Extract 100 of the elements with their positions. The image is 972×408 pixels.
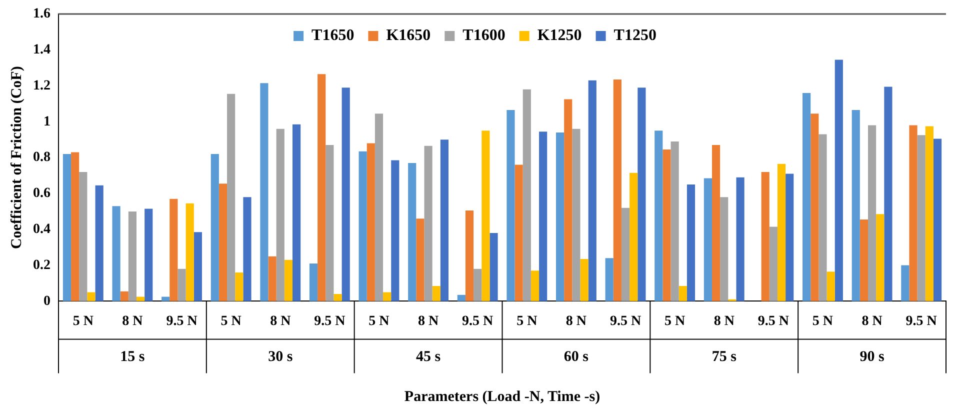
legend-label: T1650 <box>312 27 354 44</box>
bar <box>144 208 153 302</box>
legend-label: K1650 <box>386 27 431 44</box>
bar <box>686 184 696 302</box>
bar <box>802 92 811 302</box>
bar <box>474 268 482 302</box>
bar <box>260 83 268 302</box>
bar <box>662 150 671 302</box>
bar <box>95 185 104 302</box>
legend-label: T1600 <box>462 27 506 44</box>
bar <box>334 294 342 302</box>
bar <box>712 145 720 302</box>
bar <box>876 214 884 302</box>
bar <box>268 256 276 302</box>
bar <box>909 125 918 302</box>
bar <box>777 164 786 302</box>
bar <box>194 232 202 302</box>
bar <box>62 154 72 302</box>
x-tick-label: 8 N <box>270 314 291 330</box>
y-tick-label: 0.4 <box>33 222 50 238</box>
bar <box>457 294 466 302</box>
x-tick-label: 9.5 N <box>758 314 789 330</box>
bar <box>868 125 876 302</box>
bar <box>605 258 614 302</box>
bar <box>670 141 679 302</box>
bar <box>136 296 145 302</box>
bar <box>736 177 744 302</box>
bar <box>170 198 178 302</box>
bar <box>408 162 416 302</box>
x-axis-title: Parameters (Load -N, Time -s) <box>404 388 600 405</box>
bar <box>465 210 474 302</box>
x-tick-label: 8 N <box>862 314 882 330</box>
x-tick-label: 8 N <box>714 314 734 330</box>
bar <box>826 272 835 302</box>
bar <box>482 130 490 302</box>
x-tick-label: 8 N <box>122 314 143 330</box>
x-tick-label: 9.5 N <box>166 314 198 330</box>
bar <box>704 178 712 302</box>
x-tick-label: 9.5 N <box>462 314 494 330</box>
bar <box>243 197 252 302</box>
bar <box>432 286 440 302</box>
x-tick-label: 8 N <box>418 314 439 330</box>
bar <box>416 218 424 302</box>
bar <box>391 160 400 302</box>
x-tick-label: 9.5 N <box>906 314 937 330</box>
bar <box>522 89 531 302</box>
x-tick-label: 5 N <box>368 314 390 330</box>
y-tick-label: 0.2 <box>33 258 50 273</box>
bar <box>884 86 892 302</box>
bar <box>87 292 96 302</box>
bar <box>227 94 236 302</box>
text: 60 s <box>564 349 589 366</box>
bar <box>218 184 228 302</box>
bar <box>818 134 827 302</box>
bar <box>71 152 80 302</box>
x-tick-label: 5 N <box>812 314 834 330</box>
bar <box>925 126 934 302</box>
bar <box>292 124 301 302</box>
x-tick-label: 9.5 N <box>314 314 346 330</box>
bar <box>834 60 843 302</box>
bar <box>366 143 375 302</box>
bar <box>810 114 819 302</box>
bar <box>678 286 687 302</box>
text: 75 s <box>712 349 737 366</box>
bar <box>564 99 572 302</box>
legend-label: K1250 <box>537 27 582 44</box>
bar <box>638 88 646 302</box>
bar <box>539 132 548 302</box>
x-tick-label: 5 N <box>220 314 242 330</box>
bar <box>613 80 622 302</box>
bar <box>120 291 128 302</box>
bar <box>933 138 942 302</box>
bar <box>769 226 778 302</box>
bar <box>572 128 580 302</box>
bar <box>79 172 88 302</box>
bar <box>112 206 120 302</box>
bar <box>514 164 523 302</box>
bar <box>383 292 392 302</box>
bar <box>128 211 136 302</box>
x-tick-label: 5 N <box>664 314 686 330</box>
y-tick-label: 1 <box>44 114 50 130</box>
bar <box>326 145 334 302</box>
bar <box>506 110 515 302</box>
bar <box>210 154 219 302</box>
bar <box>342 88 350 302</box>
y-tick-label: 1.4 <box>33 42 50 58</box>
bar <box>860 220 868 302</box>
text: 90 s <box>860 349 884 366</box>
bar <box>162 296 170 302</box>
bar <box>761 172 770 302</box>
bar <box>235 272 244 302</box>
bar <box>588 80 596 302</box>
x-tick-label: 5 N <box>72 314 94 330</box>
bar <box>580 259 588 302</box>
x-tick-label: 5 N <box>516 314 538 330</box>
bar <box>276 128 284 302</box>
bar <box>654 130 663 302</box>
bar <box>440 140 449 302</box>
bar <box>917 135 926 302</box>
bar <box>424 146 432 302</box>
